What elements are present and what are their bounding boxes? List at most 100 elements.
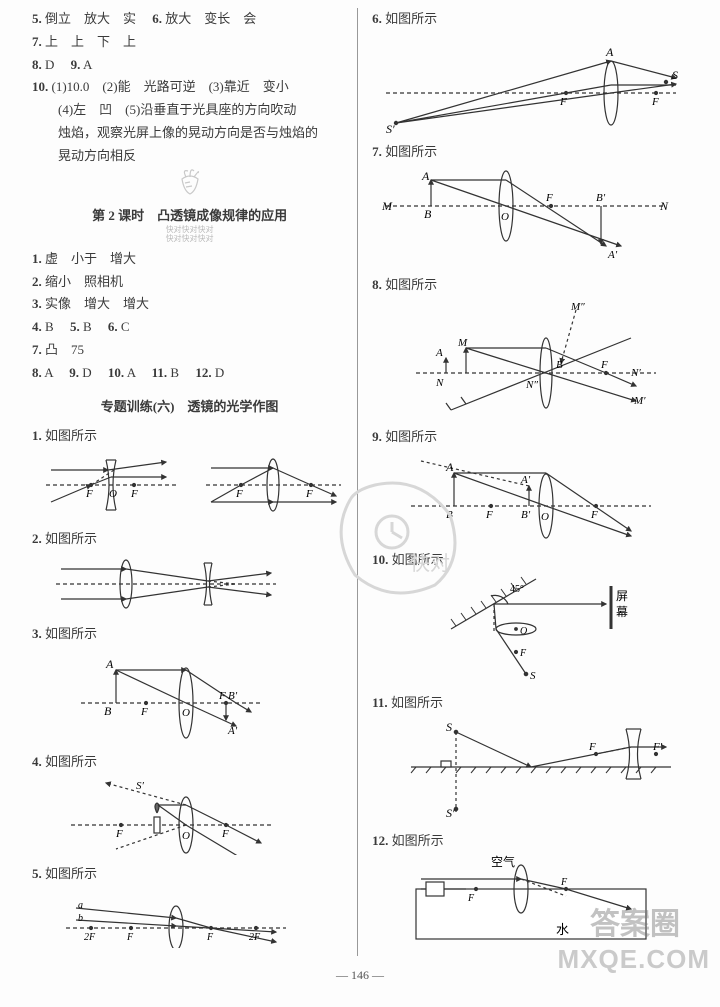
zt-q3-diagram: A B F O F B′ A′ bbox=[36, 648, 347, 747]
q8-Mpp: M″ bbox=[570, 301, 585, 313]
q9-O: O bbox=[541, 511, 549, 523]
zt-q2: 2. 如图所示 bbox=[32, 528, 347, 551]
q8-F: F bbox=[600, 359, 608, 371]
r-q10: 10. 如图所示 bbox=[372, 549, 702, 572]
r-q6: 6. 如图所示 bbox=[372, 8, 702, 31]
zt-q4-label: 如图所示 bbox=[45, 754, 97, 769]
zt-q3: 3. 如图所示 bbox=[32, 623, 347, 646]
s2-q7-num: 7. bbox=[32, 342, 42, 357]
q10-line-d: 晃动方向相反 bbox=[32, 145, 347, 168]
r-q10-diagram: 45° O F S 屏 幕 bbox=[376, 574, 702, 688]
q9-Bp: B′ bbox=[521, 509, 531, 521]
s2-q11-ans: B bbox=[170, 365, 179, 380]
q5-num: 5. bbox=[32, 11, 42, 26]
q6-Sp: S′ bbox=[386, 122, 395, 133]
r-q9-diagram: A A′ B F B′ O F bbox=[376, 451, 702, 545]
q8-q9-line: 8. D 9. A bbox=[32, 54, 347, 77]
page-number: — 146 — bbox=[0, 968, 720, 983]
q7-F: F bbox=[545, 192, 553, 204]
zt-q4: 4. 如图所示 bbox=[32, 751, 347, 774]
carrot-icon bbox=[172, 167, 208, 195]
zt-q3-num: 3. bbox=[32, 626, 42, 641]
q9-num: 9. bbox=[71, 57, 81, 72]
q5-b: b bbox=[78, 913, 83, 924]
q10-ping: 屏 bbox=[616, 589, 628, 603]
q6-F2: F bbox=[651, 96, 659, 108]
q12-air: 空气 bbox=[491, 854, 515, 869]
q8-Np: N′ bbox=[630, 367, 641, 379]
q6-A: A bbox=[605, 45, 614, 59]
q7-num: 7. bbox=[32, 34, 42, 49]
s2-q8-num: 8. bbox=[32, 365, 42, 380]
r-q12-diagram: 空气 F F 水 bbox=[376, 854, 702, 948]
q6-F: F bbox=[559, 96, 567, 108]
q6-num: 6. bbox=[152, 11, 162, 26]
zt-q5: 5. 如图所示 bbox=[32, 863, 347, 886]
s2-q10-ans: A bbox=[127, 365, 136, 380]
q10-line-b: (4)左 凹 (5)沿垂直于光具座的方向吹动 bbox=[32, 99, 347, 122]
q9-F: F bbox=[485, 509, 493, 521]
q5-F1: F bbox=[126, 932, 134, 943]
zt-q4-diagram: S′ F O F bbox=[36, 775, 347, 859]
q5-2F1: 2F bbox=[84, 932, 96, 943]
q11-Sp: S′ bbox=[446, 806, 455, 820]
s2-q7: 7. 凸 75 bbox=[32, 339, 347, 362]
r-q12: 12. 如图所示 bbox=[372, 830, 702, 853]
q8-N: N bbox=[435, 377, 444, 389]
r-q6-label: 如图所示 bbox=[385, 11, 437, 26]
s2-q5-num: 5. bbox=[70, 319, 80, 334]
q3-Ap: A′ bbox=[227, 725, 238, 737]
q11-Fp: F′ bbox=[652, 741, 663, 753]
q9-Ap: A′ bbox=[520, 474, 531, 486]
q6-S: S bbox=[672, 68, 678, 82]
q12-water: 水 bbox=[556, 922, 569, 937]
zt-q5-diagram: a b 2F F F 2F bbox=[36, 888, 347, 952]
q7-M: M bbox=[381, 199, 393, 213]
q9-F2: F bbox=[590, 509, 598, 521]
q12-F1: F bbox=[467, 893, 475, 904]
r-q8: 8. 如图所示 bbox=[372, 274, 702, 297]
r-q10-label: 如图所示 bbox=[392, 552, 444, 567]
q8-Mp: M′ bbox=[633, 395, 646, 407]
r-q11-label: 如图所示 bbox=[391, 695, 443, 710]
s2-q10-num: 10. bbox=[108, 365, 124, 380]
r-q11-num: 11. bbox=[372, 695, 388, 710]
zt-q2-diagram bbox=[36, 553, 347, 619]
zt-q1: 1. 如图所示 bbox=[32, 425, 347, 448]
r-q8-num: 8. bbox=[372, 277, 382, 292]
s2-q1-ans: 虚 小于 增大 bbox=[45, 251, 136, 266]
q10-line-c: 烛焰，观察光屏上像的晃动方向是否与烛焰的 bbox=[32, 122, 347, 145]
q7-ans: 上 上 下 上 bbox=[45, 34, 136, 49]
q5-F2: F bbox=[206, 932, 214, 943]
s2-q3-ans: 实像 增大 增大 bbox=[45, 296, 149, 311]
s2-q7-ans: 凸 75 bbox=[45, 342, 84, 357]
q8-ans: D bbox=[45, 57, 54, 72]
q4-F: F bbox=[115, 828, 123, 840]
q4-Sp: S′ bbox=[136, 780, 145, 792]
r-q12-num: 12. bbox=[372, 833, 388, 848]
q7-O: O bbox=[501, 211, 509, 223]
q3-F: F bbox=[140, 706, 148, 718]
q3-B: B bbox=[104, 704, 112, 718]
s2-q6-ans: C bbox=[121, 319, 130, 334]
s2-q2: 2. 缩小 照相机 bbox=[32, 271, 347, 294]
q5-q6-line: 5. 倒立 放大 实 6. 放大 变长 会 bbox=[32, 8, 347, 31]
s2-q12-num: 12. bbox=[195, 365, 211, 380]
q3-A: A bbox=[105, 657, 114, 671]
zt-q2-num: 2. bbox=[32, 531, 42, 546]
r-q8-label: 如图所示 bbox=[385, 277, 437, 292]
r-q9-label: 如图所示 bbox=[385, 429, 437, 444]
q9-ans: A bbox=[83, 57, 92, 72]
zt-q5-num: 5. bbox=[32, 866, 42, 881]
q8-A: A bbox=[435, 347, 443, 359]
q8-num: 8. bbox=[32, 57, 42, 72]
r-q7: 7. 如图所示 bbox=[372, 141, 702, 164]
s2-q2-num: 2. bbox=[32, 274, 42, 289]
q10-F: F bbox=[519, 648, 527, 659]
tiny-mark-2: 快对快对快对 bbox=[32, 235, 347, 244]
q9-B: B bbox=[446, 509, 453, 521]
r-q7-diagram: M N A B O F B′ A′ bbox=[376, 166, 702, 270]
q10-line-a: 10. (1)10.0 (2)能 光路可逆 (3)靠近 变小 bbox=[32, 76, 347, 99]
zt-q1-label: 如图所示 bbox=[45, 428, 97, 443]
q3-F2: F bbox=[218, 690, 226, 702]
